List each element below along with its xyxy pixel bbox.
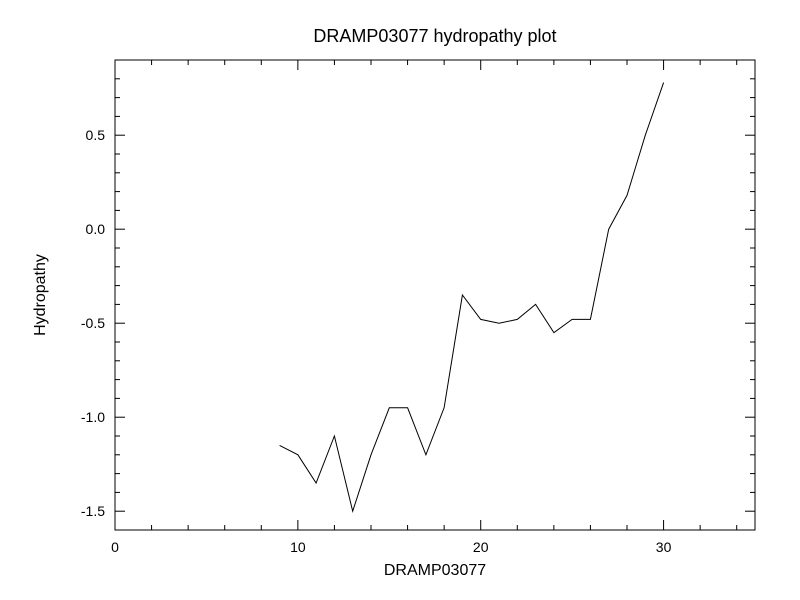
y-tick-label: -1.0 [81,409,105,425]
x-axis-label: DRAMP03077 [384,562,486,579]
x-tick-label: 0 [111,539,119,555]
y-axis-label: Hydropathy [32,254,49,336]
x-tick-label: 20 [473,539,489,555]
hydropathy-line [280,83,664,512]
plot-box [115,60,755,530]
y-tick-label: -1.5 [81,503,105,519]
x-tick-label: 30 [656,539,672,555]
y-tick-label: -0.5 [81,315,105,331]
y-tick-label: 0.5 [86,127,106,143]
x-tick-label: 10 [290,539,306,555]
y-tick-label: 0.0 [86,221,106,237]
hydropathy-chart: 0 10 20 30 -1.5 -1.0 -0.5 0.0 0.5 DRAMP03077 hydr… [0,0,800,600]
chart-svg: 0 10 20 30 -1.5 -1.0 -0.5 0.0 0.5 DRAMP03077 hydr… [0,0,800,600]
chart-title: DRAMP03077 hydropathy plot [313,26,556,46]
